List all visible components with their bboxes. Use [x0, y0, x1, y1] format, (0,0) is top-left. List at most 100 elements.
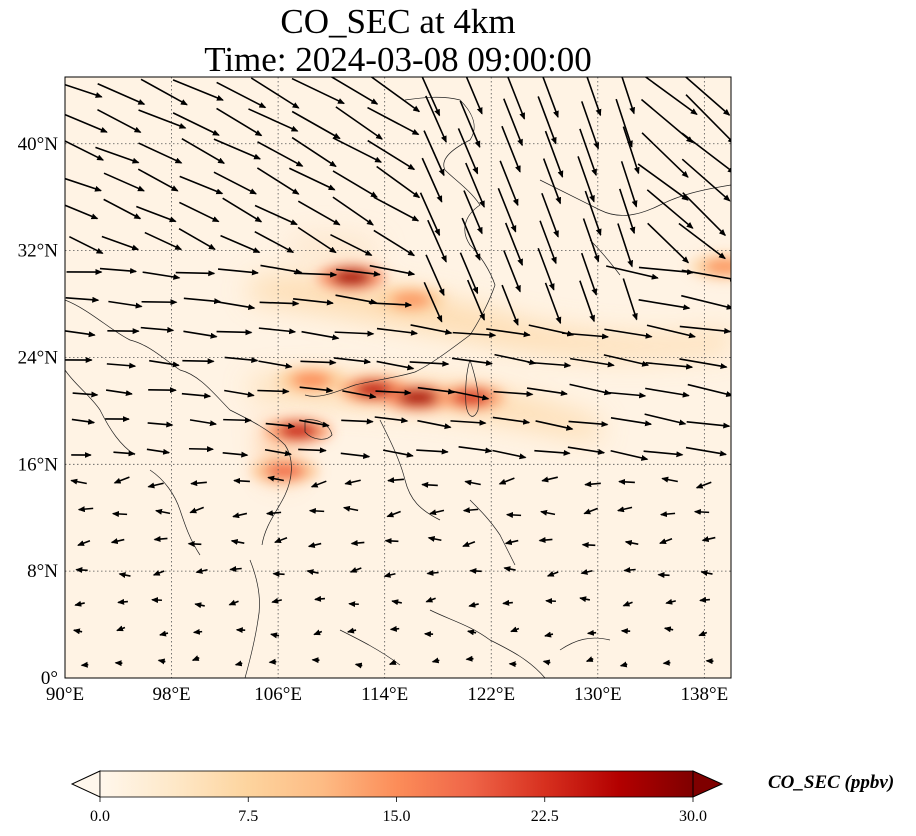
wind-arrow [187, 540, 202, 547]
latitude-tick-label: 32°N [18, 241, 59, 262]
wind-arrow [354, 662, 363, 669]
wind-arrow [216, 329, 253, 336]
wind-arrow [144, 231, 183, 251]
colorbar-extend-max [692, 770, 724, 798]
wind-arrow [300, 359, 337, 366]
wind-arrow [336, 268, 381, 277]
wind-arrow [213, 171, 257, 195]
wind-arrow [493, 390, 534, 397]
wind-arrow [570, 357, 615, 368]
wind-arrow [373, 229, 416, 257]
wind-arrow [621, 77, 636, 115]
wind-arrow [417, 419, 452, 430]
longitude-tick-label: 130°E [574, 684, 622, 705]
wind-arrow [693, 508, 710, 515]
wind-arrow [645, 387, 690, 398]
wind-arrow [604, 328, 653, 339]
wind-arrow [581, 541, 596, 548]
wind-arrow [69, 235, 104, 255]
wind-arrow [659, 537, 673, 545]
wind-arrow [313, 629, 323, 636]
wind-arrow [465, 655, 474, 662]
wind-arrow [268, 658, 277, 665]
wind-arrow [502, 599, 513, 606]
wind-arrow [451, 357, 493, 366]
wind-arrow [681, 158, 731, 202]
wind-arrow [701, 536, 716, 543]
wind-arrow [101, 235, 140, 251]
wind-arrow [641, 132, 689, 178]
wind-arrow [387, 477, 404, 484]
wind-arrow [606, 265, 659, 280]
wind-arrow [465, 77, 483, 115]
wind-arrow [272, 571, 285, 578]
wind-arrow [103, 198, 142, 220]
wind-arrow [452, 331, 497, 338]
wind-arrow [463, 190, 483, 235]
wind-arrow [657, 572, 670, 579]
wind-arrow [138, 109, 187, 129]
wind-arrow [232, 512, 248, 519]
wind-arrow [685, 94, 731, 145]
wind-arrow [419, 192, 441, 237]
wind-arrow [383, 449, 414, 458]
wind-arrow [258, 327, 297, 335]
wind-arrow [74, 600, 85, 607]
wind-arrow [65, 83, 103, 98]
wind-arrow [459, 252, 479, 295]
wind-arrow [603, 354, 650, 367]
wind-arrow [638, 266, 695, 275]
wind-arrow [580, 568, 593, 575]
wind-arrow [299, 419, 330, 428]
wind-arrow [647, 222, 690, 264]
wind-arrow [332, 137, 383, 163]
longitude-tick-label: 106°E [254, 684, 302, 705]
wind-arrow [291, 77, 345, 105]
wind-arrow [427, 219, 447, 263]
longitude-tick-label: 90°E [46, 684, 84, 705]
wind-arrow [108, 300, 143, 309]
wind-arrow [257, 141, 304, 167]
wind-arrow [580, 101, 600, 150]
wind-arrow [682, 192, 726, 237]
wind-arrow [151, 597, 162, 604]
wind-arrow [416, 448, 449, 455]
wind-arrow [618, 188, 636, 235]
wind-arrow [622, 278, 638, 321]
wind-arrow [388, 659, 397, 665]
colorbar-tick-label: 22.5 [531, 808, 559, 825]
wind-arrow [620, 161, 638, 208]
latitude-tick-label: 24°N [18, 347, 59, 368]
wind-arrow [65, 140, 105, 161]
wind-arrow [383, 571, 396, 578]
wind-arrow [80, 661, 89, 668]
wind-arrow [391, 599, 402, 606]
wind-arrow [623, 566, 636, 573]
colorbar-label: CO_SEC (ppbv) [768, 772, 894, 793]
wind-arrow [457, 128, 479, 175]
wind-arrow [373, 196, 420, 222]
wind-arrow [421, 77, 441, 117]
wind-arrow [507, 77, 526, 120]
wind-arrow [466, 629, 477, 636]
wind-arrow [183, 330, 218, 339]
wind-arrow [427, 535, 442, 542]
wind-arrow [291, 136, 337, 168]
wind-arrow [141, 299, 178, 306]
wind-arrow [350, 540, 365, 547]
latitude-tick-label: 16°N [18, 454, 59, 475]
wind-arrow [116, 625, 126, 632]
wind-arrow [423, 282, 443, 323]
wind-arrow [681, 294, 731, 310]
wind-arrow [308, 507, 325, 514]
wind-arrow [105, 389, 133, 397]
wind-arrow [65, 177, 102, 192]
map-background [65, 77, 731, 678]
wind-arrow [425, 254, 445, 297]
wind-arrow [579, 596, 591, 603]
wind-arrow [256, 167, 300, 195]
wind-arrow [699, 596, 710, 603]
wind-arrow [341, 418, 374, 425]
wind-arrow [542, 659, 551, 666]
wind-arrow [486, 328, 531, 338]
